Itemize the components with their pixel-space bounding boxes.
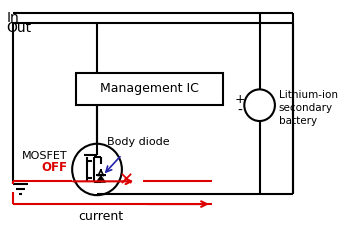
Text: secondary: secondary (279, 103, 333, 113)
Text: OFF: OFF (41, 161, 68, 174)
Bar (76, 73, 223, 105)
Polygon shape (96, 175, 106, 182)
Text: MOSFET: MOSFET (22, 151, 68, 161)
Text: ✕: ✕ (119, 171, 134, 189)
Text: Out: Out (6, 21, 31, 35)
Text: current: current (78, 210, 123, 223)
Text: In: In (6, 11, 19, 25)
Text: Lithium-ion: Lithium-ion (279, 90, 338, 100)
Text: +: + (234, 93, 245, 106)
Text: Body diode: Body diode (107, 137, 169, 147)
Text: battery: battery (279, 116, 317, 126)
Text: Management IC: Management IC (100, 82, 199, 95)
Text: -: - (237, 104, 242, 118)
